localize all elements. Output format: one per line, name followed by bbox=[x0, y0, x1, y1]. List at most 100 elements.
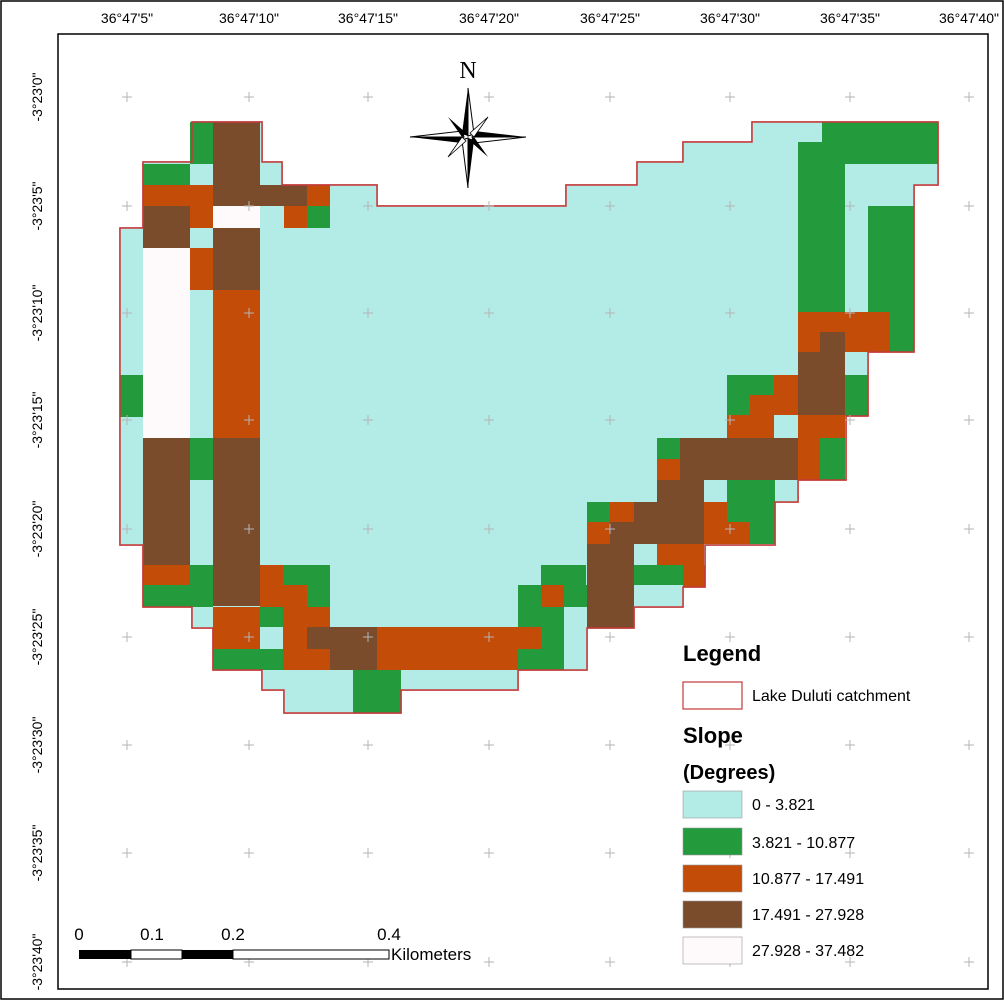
scale-label: 0.2 bbox=[221, 925, 245, 944]
slope-class-17491-27928 bbox=[143, 438, 190, 565]
latitude-label: -3°23'20" bbox=[29, 501, 45, 558]
legend-title: Legend bbox=[683, 641, 761, 666]
slope-class-10877-17491 bbox=[190, 248, 213, 290]
slope-class-10877-17491 bbox=[284, 206, 307, 228]
slope-class-3821-10877 bbox=[190, 122, 213, 164]
legend-swatch bbox=[682, 864, 743, 893]
slope-class-10877-17491 bbox=[541, 585, 564, 607]
longitude-label: 36°47'15" bbox=[338, 10, 398, 26]
slope-class-10877-17491 bbox=[798, 415, 845, 438]
slope-raster bbox=[120, 122, 938, 713]
slope-class-17491-27928 bbox=[680, 438, 798, 480]
longitude-labels: 36°47'5" 36°47'10" 36°47'15" 36°47'20" 3… bbox=[101, 10, 999, 26]
slope-class-10877-17491 bbox=[845, 332, 890, 352]
slope-class-3821-10877 bbox=[845, 375, 868, 416]
slope-class-27928-37482 bbox=[143, 248, 190, 438]
scale-units: Kilometers bbox=[391, 945, 471, 964]
slope-class-3821-10877 bbox=[750, 522, 775, 544]
longitude-label: 36°47'40" bbox=[939, 10, 999, 26]
latitude-label: -3°23'25" bbox=[29, 609, 45, 666]
slope-class-17491-27928 bbox=[213, 438, 260, 606]
slope-class-3821-10877 bbox=[307, 206, 330, 228]
slope-class-3821-10877 bbox=[634, 565, 657, 585]
latitude-label: -3°23'30" bbox=[29, 717, 45, 774]
slope-class-3821-10877 bbox=[190, 565, 213, 607]
slope-class-3821-10877 bbox=[564, 585, 587, 607]
slope-class-17491-27928 bbox=[657, 480, 704, 502]
longitude-label: 36°47'10" bbox=[219, 10, 279, 26]
slope-class-10877-17491 bbox=[307, 649, 330, 670]
north-arrow-icon: N bbox=[409, 58, 527, 189]
slope-class-10877-17491 bbox=[307, 185, 330, 206]
slope-class-17491-27928 bbox=[260, 185, 307, 206]
slope-class-3821-10877 bbox=[587, 502, 610, 522]
legend-slope-title: Slope bbox=[683, 723, 743, 748]
slope-class-3821-10877 bbox=[657, 565, 683, 585]
legend-class-label: 3.821 - 10.877 bbox=[752, 835, 855, 852]
latitude-label: -3°23'5" bbox=[29, 181, 45, 230]
slope-class-10877-17491 bbox=[798, 312, 890, 332]
latitude-label: -3°23'0" bbox=[29, 72, 45, 121]
slope-class-17491-27928 bbox=[634, 502, 704, 544]
slope-class-3821-10877 bbox=[143, 164, 190, 185]
legend-swatch bbox=[682, 936, 743, 965]
slope-class-10877-17491 bbox=[260, 565, 283, 607]
legend-class-label: 10.877 - 17.491 bbox=[752, 871, 864, 888]
slope-class-17491-27928 bbox=[213, 228, 260, 290]
slope-class-3821-10877 bbox=[541, 607, 564, 670]
legend-swatch-catchment bbox=[682, 681, 743, 710]
slope-class-10877-17491 bbox=[798, 438, 820, 480]
slope-class-3821-10877 bbox=[657, 438, 680, 459]
slope-class-10877-17491 bbox=[727, 522, 750, 544]
slope-class-17491-27928 bbox=[307, 627, 377, 649]
slope-class-10877-17491 bbox=[610, 502, 634, 522]
slope-class-3821-10877 bbox=[868, 206, 914, 312]
slope-class-10877-17491 bbox=[657, 544, 704, 565]
graticule bbox=[122, 92, 974, 967]
slope-class-10877-17491 bbox=[213, 290, 260, 438]
legend-class-label: 17.491 - 27.928 bbox=[752, 907, 864, 924]
slope-class-3821-10877 bbox=[143, 585, 190, 607]
legend-swatch bbox=[682, 790, 743, 819]
legend-swatch bbox=[682, 827, 743, 856]
longitude-label: 36°47'25" bbox=[580, 10, 640, 26]
slope-class-3821-10877 bbox=[518, 585, 541, 627]
slope-class-3821-10877 bbox=[190, 438, 213, 480]
latitude-label: -3°23'15" bbox=[29, 392, 45, 449]
slope-class-17491-27928 bbox=[330, 649, 377, 670]
slope-class-10877-17491 bbox=[750, 395, 775, 415]
slope-class-3821-10877 bbox=[260, 607, 283, 627]
slope-class-3821-10877 bbox=[353, 670, 401, 713]
slope-class-10877-17491 bbox=[143, 185, 213, 206]
legend-class-label: 27.928 - 37.482 bbox=[752, 943, 864, 960]
slope-class-17491-27928 bbox=[820, 332, 845, 352]
slope-class-3821-10877 bbox=[541, 565, 586, 585]
slope-class-3821-10877 bbox=[307, 585, 330, 607]
legend-class-label: 0 - 3.821 bbox=[752, 797, 815, 814]
slope-class-10877-17491 bbox=[587, 522, 610, 544]
legend-slope-units: (Degrees) bbox=[683, 762, 775, 784]
slope-class-17491-27928 bbox=[143, 206, 190, 248]
legend: Legend Lake Duluti catchment Slope (Degr… bbox=[682, 641, 911, 965]
slope-class-10877-17491 bbox=[283, 607, 330, 627]
slope-class-10877-17491 bbox=[377, 627, 541, 670]
latitude-label: -3°23'40" bbox=[29, 934, 45, 991]
slope-class-17491-27928 bbox=[587, 544, 634, 628]
slope-class-17491-27928 bbox=[213, 122, 260, 206]
latitude-label: -3°23'10" bbox=[29, 285, 45, 342]
north-arrow-label: N bbox=[459, 58, 476, 84]
scale-label: 0 bbox=[74, 925, 83, 944]
slope-class-10877-17491 bbox=[727, 415, 774, 438]
slope-class-3821-10877 bbox=[283, 565, 330, 585]
slope-class-3821-10877 bbox=[213, 649, 283, 670]
slope-class-10877-17491 bbox=[283, 627, 307, 670]
slope-class-3821-10877 bbox=[890, 312, 914, 352]
legend-swatch bbox=[682, 900, 743, 929]
slope-class-10877-17491 bbox=[798, 332, 820, 352]
scale-bar: 0 0.1 0.2 0.4 Kilometers bbox=[74, 925, 471, 964]
longitude-label: 36°47'35" bbox=[820, 10, 880, 26]
slope-class-10877-17491 bbox=[704, 502, 727, 544]
latitude-labels: -3°23'0" -3°23'5" -3°23'10" -3°23'15" -3… bbox=[29, 72, 45, 990]
